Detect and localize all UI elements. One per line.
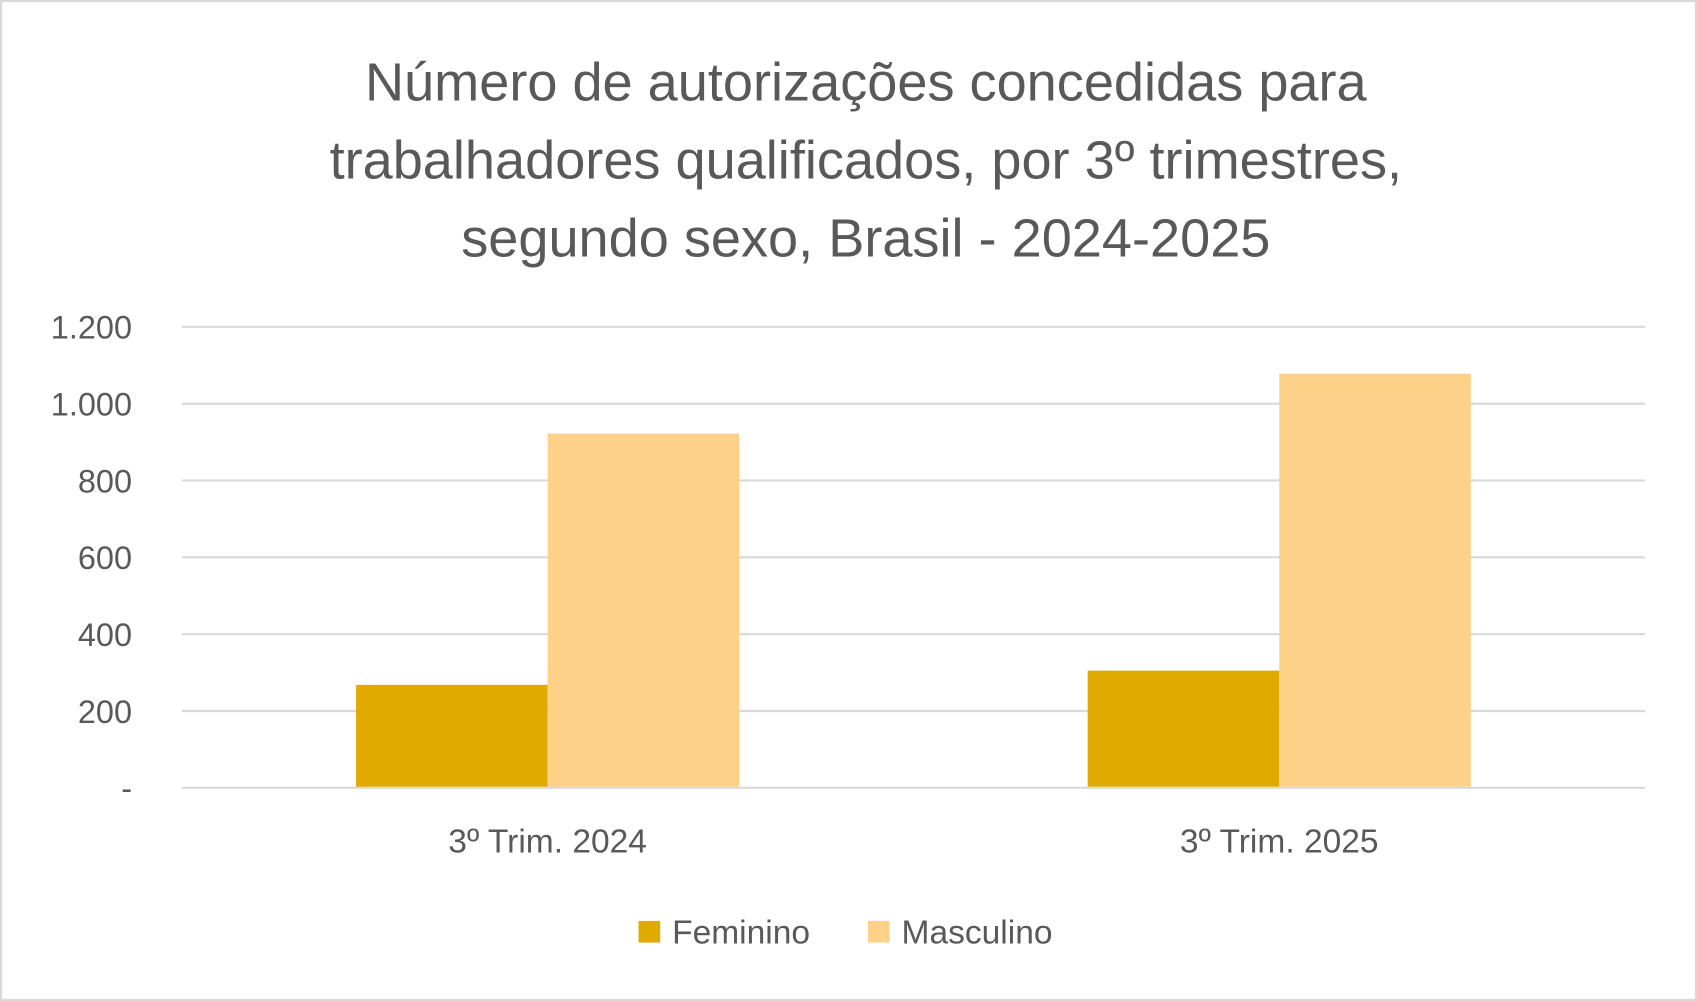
y-tick-label: 400 [78, 617, 132, 653]
y-tick-label: - [121, 771, 132, 807]
bar-masculino [1279, 373, 1471, 787]
title-line-1: Número de autorizações concedidas para [365, 53, 1368, 113]
bar-feminino [1087, 670, 1280, 787]
x-category-label: 3º Trim. 2024 [448, 824, 647, 861]
y-tick-label: 1.000 [51, 387, 132, 423]
y-tick-label: 1.200 [51, 310, 132, 346]
legend-swatch-masculino [867, 920, 890, 943]
y-axis-ticks: - 200 400 600 800 1.000 1.200 [51, 310, 132, 807]
bar-masculino [547, 433, 740, 787]
legend-swatch-feminino [638, 920, 661, 943]
legend: Feminino Masculino [638, 915, 1053, 952]
x-axis-labels: 3º Trim. 2024 3º Trim. 2025 [448, 824, 1378, 861]
legend-label-masculino: Masculino [902, 915, 1053, 952]
title-line-3: segundo sexo, Brasil - 2024-2025 [461, 208, 1270, 268]
bar-feminino [356, 684, 548, 787]
y-tick-label: 600 [78, 540, 132, 576]
x-category-label: 3º Trim. 2025 [1180, 824, 1379, 861]
y-tick-label: 200 [78, 694, 132, 730]
y-tick-label: 800 [78, 463, 132, 499]
chart-title: Número de autorizações concedidas para t… [330, 53, 1402, 269]
bars [356, 373, 1471, 787]
title-line-2: trabalhadores qualificados, por 3º trime… [330, 131, 1402, 191]
legend-label-feminino: Feminino [672, 915, 810, 952]
